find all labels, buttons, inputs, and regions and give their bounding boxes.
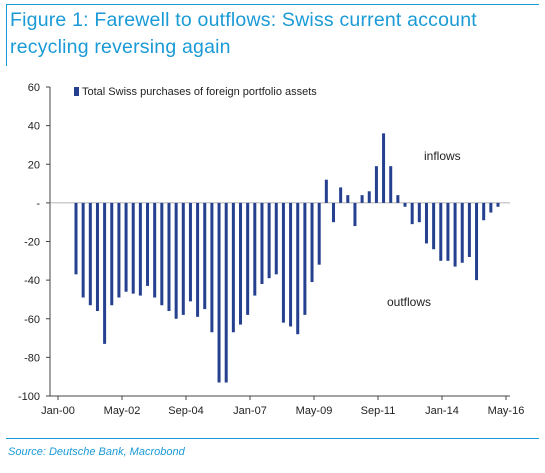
bar <box>260 202 264 284</box>
bar <box>117 202 121 298</box>
bar-chart: 60 40 20 - -20 -40 -60 -80 -100 Jan-00 May-02 Sep-… <box>18 82 525 417</box>
legend: Total Swiss purchases of foreign portfol… <box>74 86 317 98</box>
bar <box>303 202 307 315</box>
y-tick-label: -40 <box>24 275 40 287</box>
bar <box>432 202 436 250</box>
bar <box>138 202 142 296</box>
bar <box>167 202 171 312</box>
y-tick-label: -80 <box>24 352 40 364</box>
bar <box>217 202 221 383</box>
bar <box>131 202 135 294</box>
annotation-inflows: inflows <box>424 149 461 163</box>
source-note: Source: Deutsche Bank, Macrobond <box>8 446 185 458</box>
x-tick-label: Jan-14 <box>425 405 459 417</box>
bar <box>124 202 128 292</box>
bar <box>453 202 457 267</box>
bar <box>88 202 92 306</box>
x-tick-label: Sep-11 <box>361 405 396 417</box>
bar <box>360 195 364 203</box>
bar <box>346 195 350 203</box>
bar <box>410 202 414 225</box>
bar <box>196 202 200 317</box>
bar <box>382 133 386 203</box>
footer-rule <box>6 438 539 439</box>
bar <box>403 202 407 207</box>
bar <box>439 202 443 261</box>
bar <box>496 202 500 207</box>
y-tick-label: -20 <box>24 237 40 249</box>
bar <box>181 202 185 315</box>
bar <box>446 202 450 261</box>
bar <box>74 202 78 275</box>
bar <box>389 166 393 203</box>
bar <box>188 202 192 302</box>
bar <box>174 202 178 319</box>
bar <box>417 202 421 223</box>
x-axis: Jan-00 May-02 Sep-04 Jan-07 May-09 Sep-11 Jan-… <box>41 202 525 417</box>
bar <box>153 202 157 298</box>
bar-series <box>74 133 500 383</box>
bar <box>339 187 343 203</box>
bar <box>374 166 378 203</box>
x-tick-label: May-09 <box>296 405 333 417</box>
bar <box>274 202 278 275</box>
bar <box>331 202 335 223</box>
bar <box>317 202 321 265</box>
x-tick-label: Jan-07 <box>233 405 267 417</box>
y-tick-label: 40 <box>28 121 40 133</box>
bar <box>353 202 357 227</box>
x-tick-label: May-02 <box>104 405 141 417</box>
bar <box>95 202 99 312</box>
legend-label: Total Swiss purchases of foreign portfol… <box>82 86 317 98</box>
bar <box>482 202 486 221</box>
bar <box>324 179 328 203</box>
x-tick-label: Sep-04 <box>168 405 203 417</box>
bar <box>467 202 471 257</box>
bar <box>210 202 214 333</box>
y-tick-label: 20 <box>28 159 40 171</box>
bar <box>110 202 114 306</box>
y-tick-label: -100 <box>18 391 40 403</box>
bar <box>289 202 293 327</box>
annotation-outflows: outflows <box>387 295 431 309</box>
bar <box>396 195 400 203</box>
chart-title: Figure 1: Farewell to outflows: Swiss cu… <box>10 9 477 58</box>
bar <box>310 202 314 283</box>
bar <box>281 202 285 323</box>
bar <box>424 202 428 244</box>
legend-swatch <box>74 87 79 96</box>
bar <box>81 202 85 298</box>
x-tick-label: May-16 <box>488 405 525 417</box>
bar <box>231 202 235 333</box>
bar <box>160 202 164 306</box>
bar <box>103 202 107 344</box>
bar <box>246 202 250 315</box>
bar <box>203 202 207 310</box>
bar <box>253 202 257 296</box>
y-tick-label: - <box>36 198 40 210</box>
y-tick-label: -60 <box>24 314 40 326</box>
bar <box>367 191 371 203</box>
bar <box>239 202 243 325</box>
bar <box>475 202 479 281</box>
y-tick-label: 60 <box>28 82 40 94</box>
bar <box>224 202 228 383</box>
bar <box>146 202 150 286</box>
y-axis: 60 40 20 - -20 -40 -60 -80 -100 <box>18 82 51 403</box>
bar <box>296 202 300 335</box>
title-frame <box>6 4 539 66</box>
bar <box>267 202 271 279</box>
bar <box>489 202 493 213</box>
bar <box>460 202 464 263</box>
x-tick-label: Jan-00 <box>41 405 75 417</box>
